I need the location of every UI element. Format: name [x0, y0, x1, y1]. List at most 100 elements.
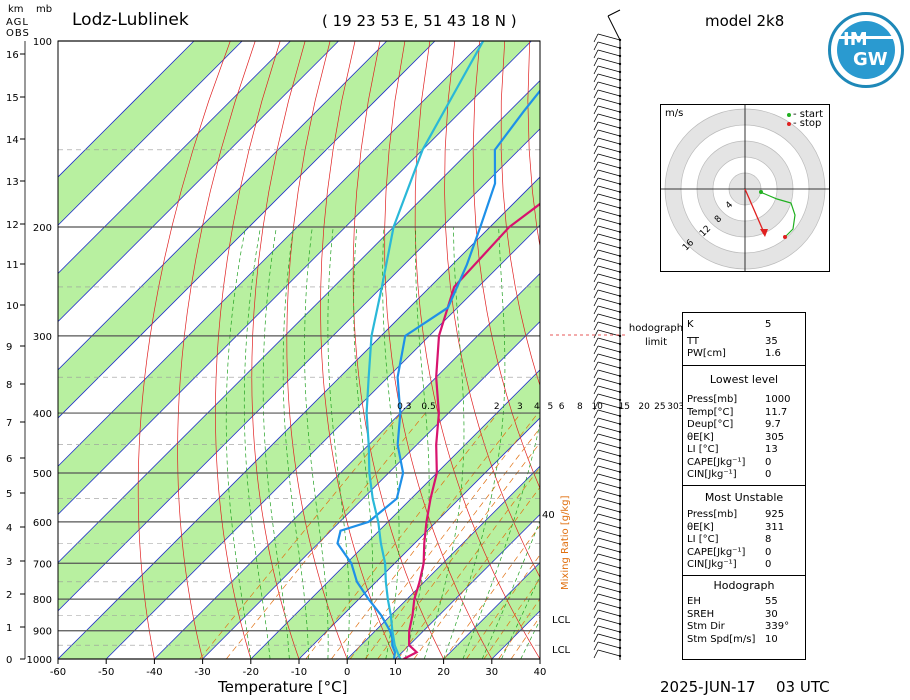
k-value: 5	[765, 319, 772, 330]
hodo-trace	[759, 191, 796, 238]
wind-barb	[597, 593, 621, 601]
hodograph-limit-label: hodograph limit	[628, 323, 684, 348]
hodo-legend-stop: - stop	[793, 118, 822, 129]
temp-tick: 0	[344, 667, 350, 678]
date-label: 2025-JUN-17	[660, 678, 756, 696]
km-tick: 2	[6, 590, 12, 601]
temp-tick: 40	[534, 667, 547, 678]
hodo-ring-label: 4	[724, 200, 735, 211]
index-label: CIN[Jkg⁻¹]	[687, 559, 737, 570]
index-label: SREH	[687, 608, 715, 620]
isotherm	[154, 272, 540, 659]
bottom-ticks: -60 -50 -40 -30 -20 -10 0 10 20 30 40	[50, 659, 547, 678]
temp-tick: 20	[437, 667, 450, 678]
wind-barb	[597, 513, 621, 521]
wind-barb	[597, 369, 621, 377]
wind-barb	[597, 353, 621, 361]
wind-barb	[597, 457, 621, 465]
wind-barb	[597, 481, 621, 489]
km-tick: 6	[6, 454, 12, 465]
lcl-upper: LCL	[552, 615, 571, 626]
isotherm	[58, 176, 540, 659]
barb-dot	[618, 254, 622, 258]
index-label: Stm Dir	[687, 621, 725, 632]
pw-label: PW[cm]	[687, 348, 726, 359]
mixing-ratio-tick: 25	[654, 402, 665, 412]
moist-adiabat	[262, 226, 290, 659]
km-tick: 5	[6, 489, 12, 500]
wind-barb	[597, 129, 621, 137]
theta-mark: 40	[542, 510, 555, 521]
pw-value: 1.6	[765, 348, 781, 359]
wind-barb	[597, 169, 621, 177]
index-value: 10	[765, 633, 778, 645]
km-tick: 14	[6, 135, 19, 146]
wind-barb	[597, 113, 621, 121]
isotherm	[58, 80, 540, 564]
index-value: 339°	[765, 621, 790, 632]
isotherm	[395, 513, 540, 659]
temperature-profile	[403, 202, 540, 659]
mixing-ratio-line	[510, 615, 540, 659]
km-tick: 11	[6, 260, 19, 271]
wind-barb	[597, 97, 621, 105]
wind-barb	[597, 153, 621, 161]
time-label: 03 UTC	[776, 678, 830, 696]
index-label: CAPE[Jkg⁻¹]	[687, 456, 746, 468]
lowest-level-title: Lowest level	[709, 373, 779, 386]
wind-barb	[597, 89, 621, 97]
wind-barb	[597, 241, 621, 249]
wind-barb	[597, 321, 621, 329]
isotherm	[346, 465, 540, 659]
storm-motion-vector	[744, 188, 766, 236]
index-label: Temp[°C]	[687, 406, 734, 418]
isotherm	[105, 224, 540, 659]
index-value: 311	[765, 521, 785, 533]
isotherm	[58, 41, 436, 419]
wind-barb	[597, 545, 621, 553]
dry-adiabat	[829, 41, 910, 659]
wind-barb	[597, 641, 621, 649]
moist-adiabat	[353, 227, 374, 659]
mixing-ratio-tick: 0.3	[397, 402, 411, 412]
wind-barb	[597, 65, 621, 73]
wind-barb	[597, 305, 621, 313]
pressure-tick: 900	[33, 627, 52, 638]
profiles	[336, 41, 540, 659]
dewpoint-profile	[336, 89, 540, 659]
dry-adiabat	[352, 41, 444, 659]
mixing-ratio-tick: 6	[559, 402, 565, 412]
hodo-start-point	[759, 190, 763, 194]
wind-barb	[597, 121, 621, 129]
moist-adiabat	[225, 226, 252, 659]
km-tick: 0	[6, 655, 12, 666]
km-tick: 13	[6, 177, 19, 188]
wind-barb	[597, 425, 621, 433]
wind-barb	[597, 553, 621, 561]
logo-text-bottom: GW	[853, 49, 888, 70]
wind-barb	[597, 585, 621, 593]
index-label: Deup[°C]	[687, 419, 734, 430]
pressure-tick: 500	[33, 469, 52, 480]
index-value: 305	[765, 431, 785, 443]
pressure-tick: 400	[33, 409, 52, 420]
left-ticks: 1002003004005006007008009001000161514131…	[6, 37, 52, 666]
hodo-stop-point	[783, 235, 787, 239]
wind-barb	[597, 313, 621, 321]
km-tick: 16	[6, 50, 19, 61]
isotherm	[58, 41, 339, 323]
index-value: 13	[765, 444, 778, 455]
mixing-ratio-tick: 4	[534, 402, 540, 412]
wind-barb	[597, 577, 621, 585]
wind-barb	[597, 297, 621, 305]
wind-barb	[597, 537, 621, 545]
wind-barb	[597, 105, 621, 113]
isotherm	[58, 41, 291, 274]
km-tick: 7	[6, 418, 12, 429]
moist-adiabat	[304, 226, 329, 659]
moist-adiabat	[382, 227, 400, 659]
hodo-unit: m/s	[665, 108, 684, 119]
wind-barb	[597, 177, 621, 185]
mixing-ratio-tick: 0.5	[421, 402, 435, 412]
pressure-tick: 600	[33, 518, 52, 529]
